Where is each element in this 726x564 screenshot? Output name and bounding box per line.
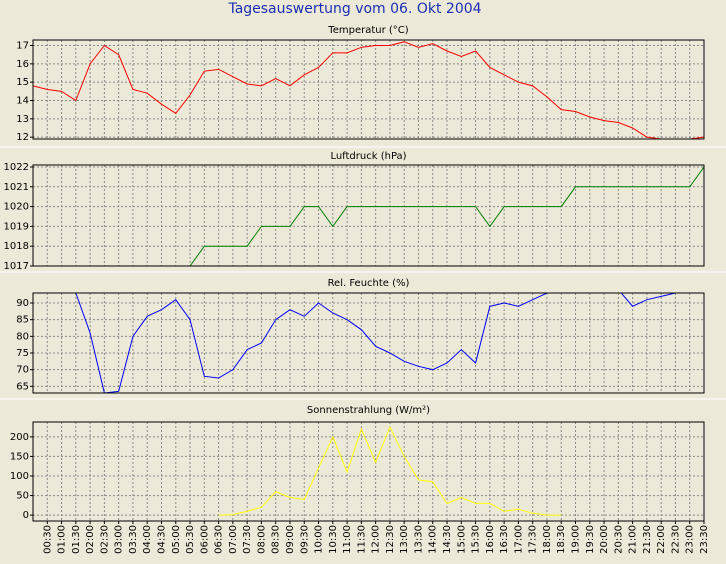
x-tick-label: 04:00 [142, 525, 153, 554]
x-tick-label: 02:30 [99, 525, 110, 554]
data-line [74, 293, 692, 393]
x-tick-label: 23:30 [699, 525, 710, 554]
x-tick-label: 04:30 [156, 525, 167, 554]
plot-frame [32, 39, 705, 140]
x-tick-label: 06:30 [214, 525, 225, 554]
x-tick-label: 21:30 [642, 525, 653, 554]
x-tick-label: 17:00 [513, 525, 524, 554]
y-tick-label: 1018 [4, 241, 29, 252]
plot: 12 13 14 15 16 17 [16, 39, 705, 143]
x-tick-label: 07:00 [228, 525, 239, 554]
x-tick-label: 16:00 [485, 525, 496, 554]
x-tick-label: 21:00 [628, 525, 639, 554]
y-tick-label: 1020 [4, 202, 29, 213]
x-tick-label: 12:00 [371, 525, 382, 554]
x-tick-label: 05:30 [185, 525, 196, 554]
x-tick-label: 02:00 [85, 525, 96, 554]
y-tick-label: 15 [16, 77, 29, 88]
plot-frame [32, 421, 705, 522]
x-tick-label: 16:30 [499, 525, 510, 554]
y-tick-label: 14 [16, 96, 29, 107]
data-line [33, 166, 704, 266]
panel-title: Rel. Feuchte (%) [328, 278, 410, 289]
x-tick-label: 10:00 [314, 525, 325, 554]
data-line [218, 425, 562, 516]
x-tick-label: 20:30 [613, 525, 624, 554]
x-tick-label: 10:30 [328, 525, 339, 554]
chart-title: Tagesauswertung vom 06. Okt 2004 [227, 1, 481, 17]
x-tick-label: 20:00 [599, 525, 610, 554]
panel-title: Temperatur (°C) [327, 25, 408, 36]
x-tick-label: 22:30 [670, 525, 681, 554]
y-tick-label: 0 [23, 510, 29, 521]
x-tick-label: 13:00 [399, 525, 410, 554]
x-tick-label: 08:30 [271, 525, 282, 554]
x-tick-label: 06:00 [199, 525, 210, 554]
y-tick-label: 150 [10, 451, 29, 462]
x-tick-label: 12:30 [385, 525, 396, 554]
x-tick-label: 05:00 [171, 525, 182, 554]
x-tick-label: 11:30 [356, 525, 367, 554]
x-tick-label: 11:00 [342, 525, 353, 554]
y-tick-label: 85 [16, 315, 29, 326]
y-tick-label: 90 [16, 298, 29, 309]
data-line [33, 41, 704, 139]
x-tick-label: 08:00 [256, 525, 267, 554]
y-tick-label: 17 [16, 41, 29, 52]
plot: 65 70 75 80 85 90 [16, 292, 705, 394]
x-tick-label: 19:30 [585, 525, 596, 554]
plot-frame [32, 292, 705, 394]
x-tick-label: 09:00 [285, 525, 296, 554]
x-tick-label: 00:30 [42, 525, 53, 554]
y-tick-label: 16 [16, 59, 29, 70]
x-tick-label: 23:00 [685, 525, 696, 554]
x-tick-label: 18:00 [542, 525, 553, 554]
x-tick-label: 03:30 [128, 525, 139, 554]
x-tick-label: 14:30 [442, 525, 453, 554]
y-tick-label: 50 [16, 491, 29, 502]
x-tick-label: 22:00 [656, 525, 667, 554]
x-tick-label: 13:30 [413, 525, 424, 554]
x-tick-label: 15:00 [456, 525, 467, 554]
x-tick-label: 01:30 [71, 525, 82, 554]
x-tick-label: 03:00 [114, 525, 125, 554]
y-tick-label: 1019 [4, 221, 29, 232]
x-tick-label: 18:30 [556, 525, 567, 554]
x-tick-label: 17:30 [528, 525, 539, 554]
panel-title: Sonnenstrahlung (W/m²) [307, 405, 430, 416]
plot: 1017 1018 1019 1020 1021 1022 [4, 162, 705, 272]
y-tick-label: 75 [16, 348, 29, 359]
x-tick-label: 09:30 [299, 525, 310, 554]
y-tick-label: 100 [10, 471, 29, 482]
y-tick-label: 1017 [4, 261, 29, 272]
plot-frame [32, 164, 705, 267]
y-tick-label: 65 [16, 381, 29, 392]
y-tick-label: 200 [10, 432, 29, 443]
panel-title: Luftdruck (hPa) [330, 151, 406, 162]
y-tick-label: 70 [16, 365, 29, 376]
y-tick-label: 1022 [4, 162, 29, 173]
y-tick-label: 80 [16, 331, 29, 342]
y-tick-label: 12 [16, 132, 29, 143]
y-tick-label: 13 [16, 114, 29, 125]
plot: 0 50 100 150 200 [10, 421, 705, 522]
x-tick-label: 14:00 [428, 525, 439, 554]
x-tick-label: 07:30 [242, 525, 253, 554]
x-tick-label: 19:00 [571, 525, 582, 554]
x-tick-label: 01:00 [57, 525, 68, 554]
y-tick-label: 1021 [4, 182, 29, 193]
x-tick-label: 15:30 [471, 525, 482, 554]
